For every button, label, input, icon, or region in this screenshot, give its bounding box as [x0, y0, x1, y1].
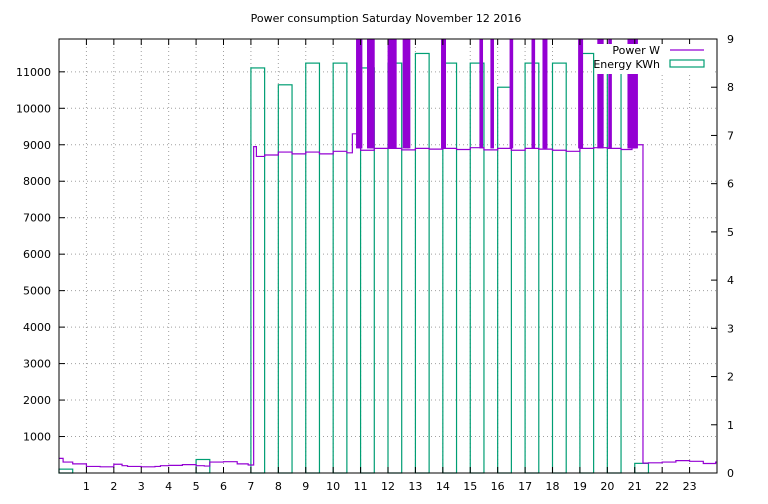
y-left-tick-label: 5000: [23, 285, 51, 298]
y-left-tick-label: 9000: [23, 139, 51, 152]
y-axis-left: 1000 2000 3000 4000 5000 6000 7000 8000 9000 1000…: [16, 66, 65, 444]
energy-bars: [58, 52, 650, 474]
power-spike: [531, 39, 536, 149]
y-axis-right: 0 1 2 3 4 5 6 7 8 9: [711, 33, 734, 480]
power-spike: [543, 39, 548, 149]
power-spikes: [356, 39, 638, 149]
power-spike: [600, 39, 604, 149]
energy-bar: [277, 84, 293, 474]
x-tick-label: 5: [193, 480, 200, 493]
energy-bar: [332, 62, 348, 474]
power-spike: [367, 39, 371, 149]
y-right-tick-label: 1: [727, 419, 734, 432]
legend-power-label: Power W: [612, 44, 660, 57]
power-spike: [371, 39, 375, 149]
y-left-tick-label: 11000: [16, 66, 51, 79]
power-spike: [356, 39, 360, 149]
x-tick-label: 3: [138, 480, 145, 493]
y-right-tick-label: 3: [727, 322, 734, 335]
y-right-tick-label: 6: [727, 178, 734, 191]
power-spike: [509, 39, 514, 149]
legend-energy-label: Energy KWh: [593, 58, 660, 71]
y-right-tick-label: 5: [727, 226, 734, 239]
x-tick-label: 18: [546, 480, 560, 493]
x-tick-label: 12: [381, 480, 395, 493]
power-spike: [388, 39, 393, 149]
x-tick-label: 23: [683, 480, 697, 493]
energy-bar: [58, 468, 74, 474]
legend-background: [595, 44, 713, 74]
y-right-tick-label: 4: [727, 274, 734, 287]
x-tick-label: 2: [110, 480, 117, 493]
x-tick-label: 19: [573, 480, 587, 493]
y-left-tick-label: 1000: [23, 431, 51, 444]
y-left-tick-label: 6000: [23, 248, 51, 261]
legend-energy-swatch: [669, 59, 705, 68]
power-spike: [442, 39, 447, 149]
power-spike: [490, 39, 494, 149]
x-axis: 1 2 3 4 5 6 7 8 9 10 11 12 13 14 15 16 17 18 19 20 21 22 23: [83, 39, 697, 493]
power-spike: [406, 39, 411, 149]
x-tick-label: 7: [247, 480, 254, 493]
x-tick-label: 4: [165, 480, 172, 493]
x-tick-label: 13: [408, 480, 422, 493]
y-left-tick-label: 2000: [23, 394, 51, 407]
x-tick-label: 10: [326, 480, 340, 493]
legend: Power W Energy KWh: [593, 44, 713, 74]
x-tick-label: 15: [463, 480, 477, 493]
y-right-tick-label: 2: [727, 371, 734, 384]
energy-bar: [250, 67, 266, 474]
x-tick-label: 22: [655, 480, 669, 493]
power-spike: [579, 39, 584, 149]
x-tick-label: 9: [302, 480, 309, 493]
x-tick-label: 8: [275, 480, 282, 493]
y-left-tick-label: 8000: [23, 175, 51, 188]
x-tick-label: 21: [628, 480, 642, 493]
y-right-tick-label: 7: [727, 129, 734, 142]
x-tick-label: 11: [354, 480, 368, 493]
power-spike: [597, 39, 601, 149]
y-right-tick-label: 8: [727, 81, 734, 94]
x-tick-label: 14: [436, 480, 450, 493]
y-left-tick-label: 3000: [23, 358, 51, 371]
power-spike: [479, 39, 484, 149]
power-spike: [634, 39, 638, 149]
x-tick-label: 17: [518, 480, 532, 493]
x-tick-label: 1: [83, 480, 90, 493]
power-spike: [393, 39, 397, 149]
y-right-tick-label: 0: [727, 467, 734, 480]
power-spike: [608, 39, 612, 149]
x-tick-label: 6: [220, 480, 227, 493]
power-spike: [358, 39, 363, 149]
x-tick-label: 20: [600, 480, 614, 493]
y-left-tick-label: 10000: [16, 102, 51, 115]
energy-bar: [414, 52, 430, 474]
energy-bar: [305, 62, 321, 474]
chart-title: Power consumption Saturday November 12 2…: [251, 12, 522, 25]
y-left-tick-label: 4000: [23, 321, 51, 334]
energy-bar: [634, 462, 650, 474]
power-spike: [402, 39, 407, 149]
energy-bar: [551, 62, 567, 474]
x-tick-label: 16: [491, 480, 505, 493]
y-right-tick-label: 9: [727, 33, 734, 46]
y-left-tick-label: 7000: [23, 212, 51, 225]
